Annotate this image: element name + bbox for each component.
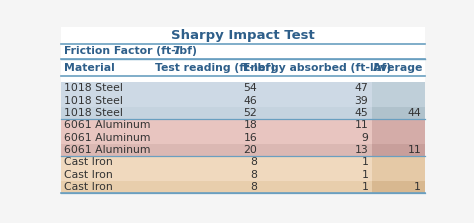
Text: 46: 46 (244, 96, 257, 106)
Bar (61, 181, 168, 193)
Text: 8: 8 (251, 182, 257, 192)
Bar (261, 144, 372, 156)
Bar (372, 95, 425, 107)
Bar (261, 107, 372, 119)
Bar (261, 82, 372, 95)
Bar (168, 181, 261, 193)
Text: 1: 1 (362, 157, 368, 167)
Bar (61, 76, 425, 82)
Text: 52: 52 (244, 108, 257, 118)
Text: 11: 11 (407, 145, 421, 155)
Text: 6061 Aluminum: 6061 Aluminum (64, 133, 151, 143)
Text: 1018 Steel: 1018 Steel (64, 96, 123, 106)
Bar (61, 107, 168, 119)
Text: Friction Factor (ft-lbf): Friction Factor (ft-lbf) (64, 46, 197, 56)
Bar (61, 156, 168, 168)
Bar (61, 144, 168, 156)
Bar (61, 132, 168, 144)
Bar (261, 156, 372, 168)
Bar (372, 132, 425, 144)
Bar (261, 95, 372, 107)
Bar (61, 95, 168, 107)
Bar (168, 95, 261, 107)
Text: 13: 13 (355, 145, 368, 155)
Bar (372, 168, 425, 181)
Text: 39: 39 (355, 96, 368, 106)
Bar (372, 107, 425, 119)
Bar (168, 132, 261, 144)
Text: 1: 1 (362, 170, 368, 180)
Text: 7: 7 (172, 46, 180, 56)
Text: Cast Iron: Cast Iron (64, 182, 113, 192)
Bar (61, 168, 168, 181)
Text: 18: 18 (244, 120, 257, 130)
Bar (372, 144, 425, 156)
Bar (372, 119, 425, 132)
Bar (261, 181, 372, 193)
Bar (372, 181, 425, 193)
Text: 1018 Steel: 1018 Steel (64, 83, 123, 93)
Text: Sharpy Impact Test: Sharpy Impact Test (171, 29, 315, 42)
Text: Average: Average (373, 63, 424, 72)
Bar (61, 44, 425, 59)
Bar (168, 107, 261, 119)
Text: Material: Material (64, 63, 115, 72)
Bar (168, 144, 261, 156)
Text: 11: 11 (355, 120, 368, 130)
Text: 9: 9 (362, 133, 368, 143)
Bar (168, 82, 261, 95)
Bar (168, 156, 261, 168)
Text: 8: 8 (251, 170, 257, 180)
Bar (261, 132, 372, 144)
Bar (168, 168, 261, 181)
Bar (61, 82, 168, 95)
Text: 54: 54 (244, 83, 257, 93)
Text: Cast Iron: Cast Iron (64, 170, 113, 180)
Text: 1: 1 (362, 182, 368, 192)
Bar (261, 119, 372, 132)
Text: 16: 16 (244, 133, 257, 143)
Bar (61, 119, 168, 132)
Text: 44: 44 (407, 108, 421, 118)
Text: 45: 45 (355, 108, 368, 118)
Bar (372, 156, 425, 168)
Text: 1018 Steel: 1018 Steel (64, 108, 123, 118)
Bar (61, 27, 425, 44)
Text: 47: 47 (355, 83, 368, 93)
Text: 6061 Aluminum: 6061 Aluminum (64, 120, 151, 130)
Text: Cast Iron: Cast Iron (64, 157, 113, 167)
Bar (61, 59, 425, 76)
Bar (261, 168, 372, 181)
Text: 6061 Aluminum: 6061 Aluminum (64, 145, 151, 155)
Bar (168, 119, 261, 132)
Text: 1: 1 (414, 182, 421, 192)
Bar (372, 82, 425, 95)
Text: 8: 8 (251, 157, 257, 167)
Text: 20: 20 (244, 145, 257, 155)
Text: Test reading (ft-lbf): Test reading (ft-lbf) (155, 63, 275, 72)
Text: Energy absorbed (ft-lbf): Energy absorbed (ft-lbf) (243, 63, 391, 72)
